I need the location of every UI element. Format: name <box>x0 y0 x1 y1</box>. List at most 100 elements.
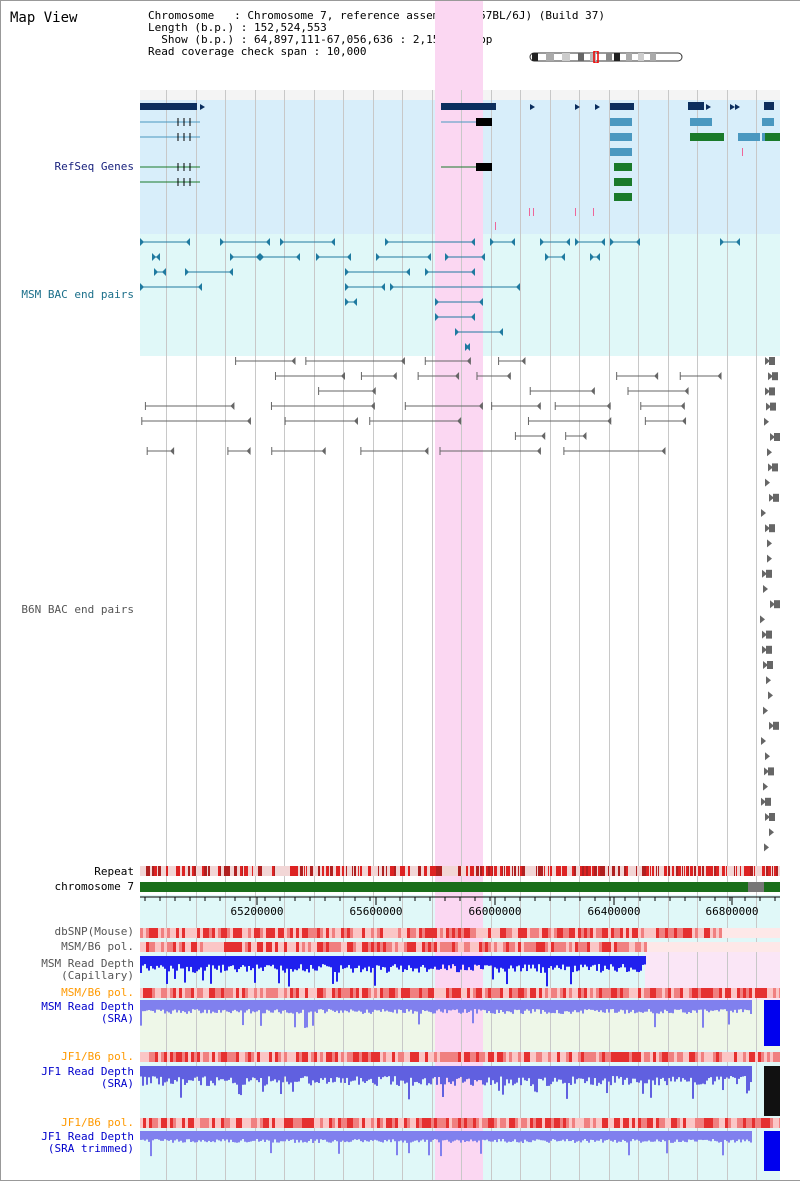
genome-map-canvas[interactable]: 65200000 65600000 66000000 66400000 66800000 <box>140 0 780 1180</box>
heat-cell <box>656 942 659 952</box>
jf1-b6-pol-label[interactable]: JF1/B6 pol. <box>61 1050 134 1063</box>
depth-bar <box>350 956 352 969</box>
depth-bar <box>476 1066 478 1082</box>
depth-bar <box>366 956 368 972</box>
heat-cell <box>479 928 482 938</box>
depth-bar <box>654 1131 656 1142</box>
depth-bar <box>414 1066 416 1083</box>
heat-cell <box>578 928 581 938</box>
depth-bar <box>524 1131 526 1140</box>
heat-cell <box>650 1118 653 1128</box>
heat-cell <box>749 988 752 998</box>
heat-cell <box>158 988 161 998</box>
heat-cell <box>635 928 638 938</box>
gene-bar <box>614 163 632 171</box>
heat-cell <box>284 942 287 952</box>
bac-end <box>230 402 235 410</box>
jf1-depth-trimmed-label[interactable]: JF1 Read Depth (SRA trimmed) <box>41 1130 134 1155</box>
depth-bar <box>160 1066 162 1077</box>
depth-bar <box>248 1066 250 1082</box>
heat-cell <box>383 988 386 998</box>
repeat-element <box>272 866 274 876</box>
chromosome-ideogram[interactable] <box>528 51 684 63</box>
heat-cell <box>155 928 158 938</box>
heat-cell <box>242 928 245 938</box>
bac-end <box>767 554 772 563</box>
depth-bar <box>676 1000 678 1010</box>
heat-cell <box>410 988 413 998</box>
depth-bar <box>140 956 142 973</box>
depth-bar <box>602 1066 604 1081</box>
heat-cell <box>695 1052 698 1062</box>
depth-bar <box>496 1000 498 1010</box>
heat-cell <box>716 928 719 938</box>
heat-cell <box>224 942 227 952</box>
heat-cell <box>335 988 338 998</box>
heat-cell <box>251 942 254 952</box>
depth-bar <box>616 1131 618 1143</box>
depth-bar <box>324 1131 326 1140</box>
bac-end <box>769 493 774 502</box>
heat-cell <box>425 988 428 998</box>
depth-bar <box>404 1066 406 1084</box>
heat-cell <box>359 1052 362 1062</box>
heat-cell <box>779 1118 780 1128</box>
highlight-region[interactable] <box>435 0 483 1180</box>
heat-cell <box>413 1118 416 1128</box>
depth-bar <box>278 956 280 984</box>
heat-cell <box>467 1118 470 1128</box>
depth-bar <box>226 1066 228 1081</box>
depth-bar <box>292 1000 294 1014</box>
heat-cell <box>260 988 263 998</box>
depth-bar <box>584 1066 586 1084</box>
heat-cell <box>569 928 572 938</box>
refseq-genes-label[interactable]: RefSeq Genes <box>54 160 134 173</box>
depth-bar <box>414 1131 416 1141</box>
depth-bar <box>456 1000 458 1010</box>
gene-arrow <box>530 104 535 110</box>
jf1-depth-sra-label[interactable]: JF1 Read Depth (SRA) <box>41 1065 134 1090</box>
depth-bar <box>584 1000 586 1010</box>
heat-cell <box>689 1118 692 1128</box>
heat-cell <box>164 928 167 938</box>
msm-bac-label[interactable]: MSM BAC end pairs <box>21 288 134 301</box>
depth-bar <box>700 1131 702 1140</box>
depth-bar <box>336 1000 338 1011</box>
depth-bar <box>288 1000 290 1014</box>
depth-bar <box>546 1131 548 1142</box>
msm-b6-pol-label[interactable]: MSM/B6 pol. <box>61 940 134 953</box>
heat-cell <box>443 1052 446 1062</box>
depth-bar <box>654 1000 656 1028</box>
depth-bar <box>600 956 602 973</box>
heat-cell <box>539 942 542 952</box>
depth-bar <box>232 956 234 966</box>
depth-bar <box>506 956 508 985</box>
dbsnp-label[interactable]: dbSNP(Mouse) <box>54 925 134 938</box>
depth-bar <box>616 1000 618 1013</box>
depth-bar <box>390 956 392 968</box>
track-features[interactable]: 65200000 65600000 66000000 66400000 66800000 <box>140 0 780 1180</box>
heat-cell <box>662 988 665 998</box>
heat-cell <box>614 1052 617 1062</box>
repeat-element <box>624 866 626 876</box>
msm-depth-capillary-label[interactable]: MSM Read Depth (Capillary) <box>41 957 134 982</box>
depth-bar <box>480 1131 482 1154</box>
heat-cell <box>755 1118 758 1128</box>
heat-cell <box>197 1118 200 1128</box>
heat-cell <box>590 942 593 952</box>
depth-bar <box>520 1066 522 1086</box>
jf1-b6-pol2-label[interactable]: JF1/B6 pol. <box>61 1116 134 1129</box>
heat-cell <box>683 1052 686 1062</box>
heat-cell <box>623 1052 626 1062</box>
heat-cell <box>650 942 653 952</box>
heat-cell <box>431 1118 434 1128</box>
heat-cell <box>635 988 638 998</box>
heat-cell <box>248 988 251 998</box>
bac-end <box>345 298 349 306</box>
heat-cell <box>731 942 734 952</box>
gene-bar <box>765 133 780 141</box>
depth-bar <box>222 1131 224 1140</box>
msm-depth-sra-label[interactable]: MSM Read Depth (SRA) <box>41 1000 134 1025</box>
b6n-bac-label[interactable]: B6N BAC end pairs <box>21 603 134 616</box>
msm-b6-pol-sra-label[interactable]: MSM/B6 pol. <box>61 986 134 999</box>
